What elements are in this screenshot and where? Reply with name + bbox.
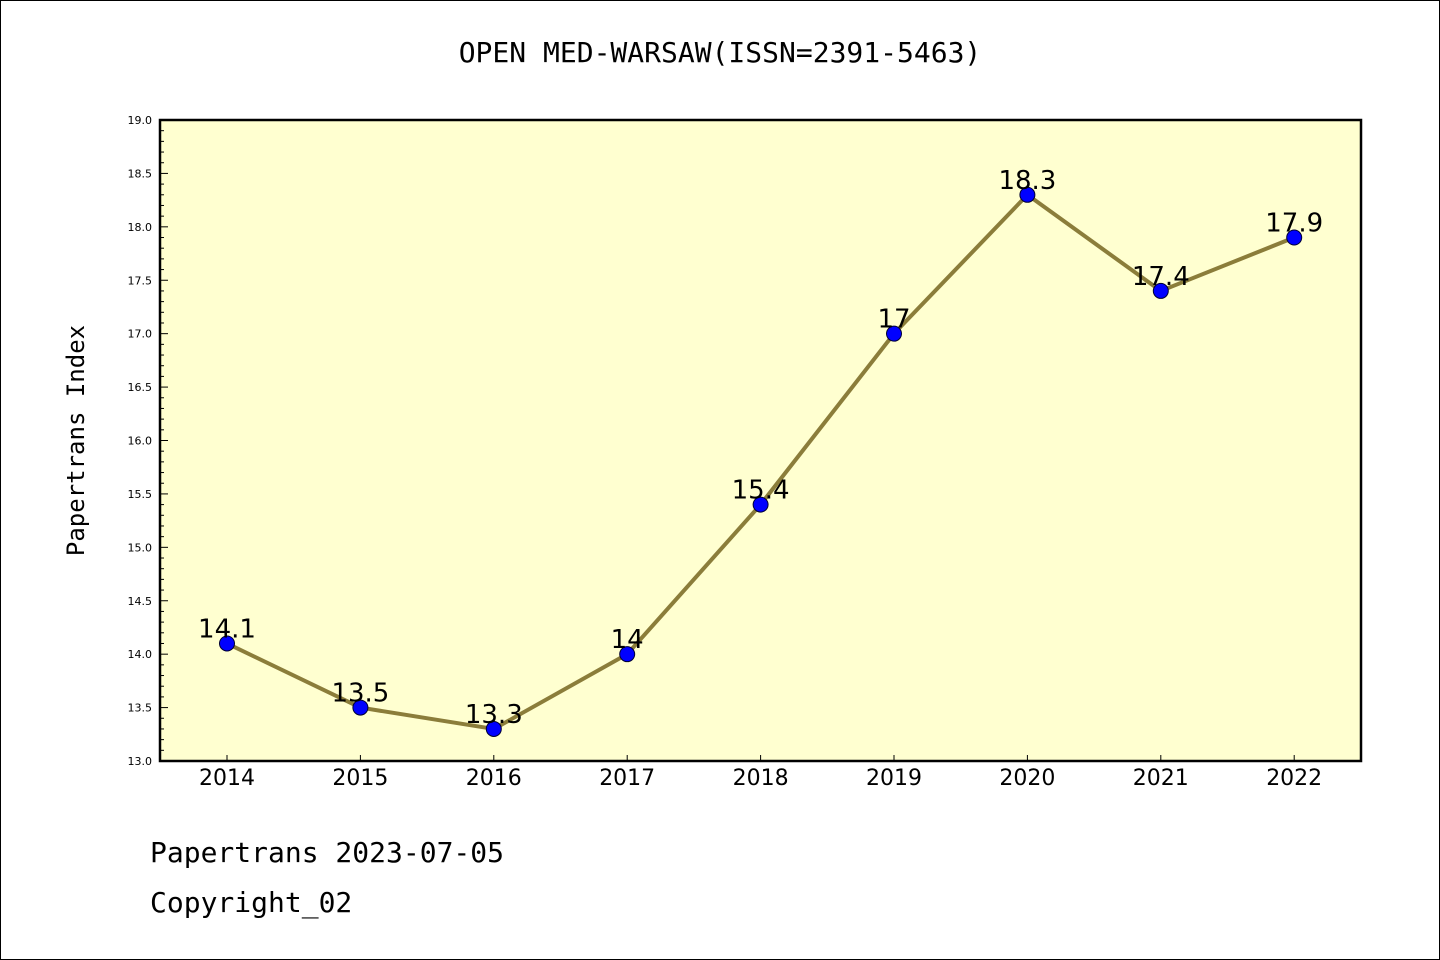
data-point (619, 646, 636, 663)
data-label: 17 (877, 305, 910, 335)
data-label: 17.4 (1132, 262, 1190, 292)
y-tick-label: 18.5 (128, 167, 153, 180)
y-tick-label: 13.0 (128, 755, 153, 768)
y-tick-label: 18.0 (128, 221, 153, 234)
footer-source: Papertrans 2023-07-05 (150, 836, 505, 869)
y-tick-label: 19.0 (128, 114, 153, 127)
x-tick-label: 2019 (866, 766, 922, 791)
footer-copyright: Copyright_02 (150, 886, 353, 919)
data-label: 18.3 (998, 166, 1056, 196)
y-tick-label: 15.0 (128, 541, 153, 554)
data-label: 13.5 (331, 679, 389, 709)
data-label: 17.9 (1265, 209, 1323, 239)
data-point (352, 699, 369, 716)
y-tick-label: 16.5 (128, 381, 153, 394)
data-point (1019, 186, 1036, 203)
data-label: 15.4 (732, 476, 790, 506)
x-tick-label: 2015 (332, 766, 388, 791)
y-tick-label: 13.5 (128, 702, 153, 715)
data-label: 14 (611, 625, 644, 655)
x-tick-label: 2020 (999, 766, 1055, 791)
x-tick-label: 2018 (733, 766, 789, 791)
y-tick-label: 16.0 (128, 435, 153, 448)
x-tick-label: 2014 (199, 766, 255, 791)
chart-title: OPEN MED-WARSAW(ISSN=2391-5463) (458, 36, 982, 69)
plot-area (160, 120, 1361, 761)
y-tick-label: 17.5 (128, 274, 153, 287)
data-point (752, 496, 769, 513)
data-label: 13.3 (465, 700, 523, 730)
data-point (886, 325, 902, 342)
y-tick-label: 14.0 (128, 648, 153, 661)
y-axis-label: Papertrans Index (62, 325, 90, 556)
data-point (1286, 229, 1303, 246)
y-tick-label: 15.5 (128, 488, 153, 501)
y-tick-label: 14.5 (128, 595, 153, 608)
x-tick-label: 2016 (466, 766, 522, 791)
data-point (219, 635, 235, 652)
x-tick-label: 2022 (1266, 766, 1322, 791)
x-tick-label: 2017 (599, 766, 655, 791)
data-label: 14.1 (198, 614, 256, 644)
y-tick-label: 17.0 (128, 328, 153, 341)
data-point (1152, 282, 1169, 299)
plot-border (158, 118, 1363, 763)
data-point (485, 720, 502, 737)
x-tick-label: 2021 (1133, 766, 1189, 791)
